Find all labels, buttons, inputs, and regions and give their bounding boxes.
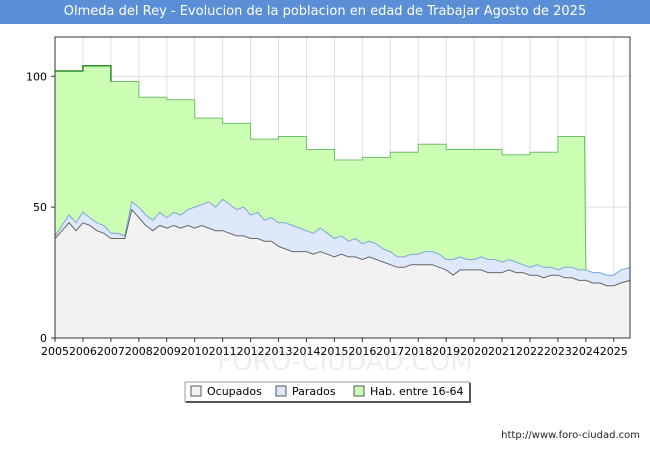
x-tick-label: 2022 — [516, 345, 544, 358]
x-tick-label: 2006 — [69, 345, 97, 358]
chart-title: Olmeda del Rey - Evolucion de la poblaci… — [0, 0, 650, 24]
legend-swatch-hab — [353, 385, 365, 397]
y-axis: 0 50 100 — [26, 70, 55, 345]
ocupados-series-line — [54, 208, 631, 287]
x-tick-label: 2005 — [41, 345, 69, 358]
x-tick-label: 2025 — [600, 345, 628, 358]
x-axis: 2005 2006 2007 2008 2009 2010 2011 2012 2013 2014… — [41, 338, 628, 358]
legend-label-hab: Hab. entre 16-64 — [370, 385, 464, 398]
x-tick-label: 2014 — [292, 345, 320, 358]
legend-shadow-right — [469, 383, 471, 403]
legend-label-parados: Parados — [292, 385, 336, 398]
x-tick-label: 2010 — [181, 345, 209, 358]
legend-swatch-parados — [275, 385, 287, 397]
x-tick-label: 2024 — [572, 345, 600, 358]
hab-series-top-line — [55, 65, 112, 82]
x-tick-label: 2016 — [348, 345, 376, 358]
x-tick-label: 2015 — [320, 345, 348, 358]
y-tick-label: 50 — [33, 201, 47, 214]
legend-shadow — [186, 401, 471, 403]
hab-series-line — [55, 65, 630, 281]
x-tick-label: 2023 — [544, 345, 572, 358]
legend-swatch-ocupados — [190, 385, 202, 397]
x-tick-label: 2021 — [488, 345, 516, 358]
x-tick-label: 2011 — [209, 345, 237, 358]
x-tick-label: 2008 — [125, 345, 153, 358]
x-tick-label: 2018 — [404, 345, 432, 358]
legend-label-ocupados: Ocupados — [207, 385, 262, 398]
x-tick-label: 2019 — [432, 345, 460, 358]
footer-url: http://www.foro-ciudad.com — [501, 430, 640, 441]
x-tick-label: 2009 — [153, 345, 181, 358]
y-tick-label: 100 — [26, 70, 47, 83]
ocupados-series-area — [55, 209, 630, 338]
x-tick-label: 2020 — [460, 345, 488, 358]
x-tick-label: 2017 — [376, 345, 404, 358]
y-tick-label: 0 — [40, 332, 47, 345]
plot-frame — [54, 36, 631, 339]
x-tick-label: 2007 — [97, 345, 125, 358]
watermark: FORO-CIUDAD.COM — [217, 347, 473, 377]
series-areas — [54, 65, 631, 339]
x-tick-label: 2013 — [265, 345, 293, 358]
parados-series-line — [54, 198, 631, 276]
legend: Ocupados Parados Hab. entre 16-64 — [184, 381, 471, 403]
x-tick-label: 2012 — [237, 345, 265, 358]
